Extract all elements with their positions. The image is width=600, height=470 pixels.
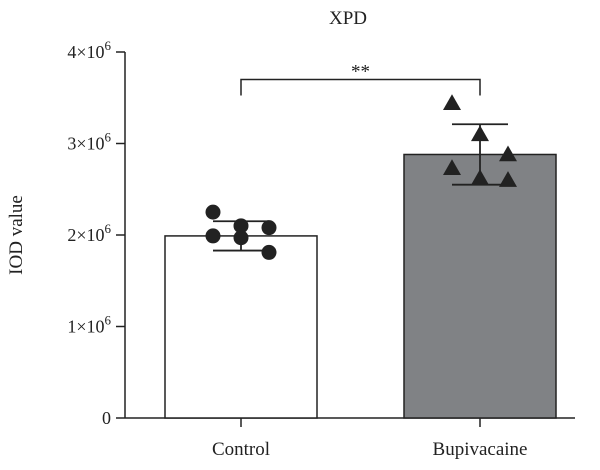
- data-point: [261, 220, 277, 236]
- y-tick-label: 4×106: [67, 38, 111, 62]
- y-tick-label: 0: [102, 408, 111, 428]
- data-point: [443, 159, 461, 175]
- significance-bracket: [240, 78, 481, 96]
- data-point: [205, 228, 221, 244]
- y-axis-label: IOD value: [6, 195, 27, 275]
- plot-area: 0 1×106 2×106 3×106 4×106 Control Bupivacaine *…: [67, 38, 575, 460]
- data-point: [205, 204, 221, 220]
- bar-control: [164, 235, 318, 419]
- significance-label: **: [351, 61, 370, 82]
- chart-title: XPD: [329, 8, 367, 29]
- y-tick-label: 3×106: [67, 130, 111, 154]
- data-point: [499, 145, 517, 162]
- data-point: [261, 244, 277, 260]
- data-point: [443, 94, 461, 110]
- y-tick-label: 2×106: [67, 221, 111, 245]
- y-tick-label: 1×106: [67, 313, 111, 337]
- data-point: [499, 171, 517, 187]
- x-tick-label: Bupivacaine: [433, 439, 528, 460]
- bar-bupivacaine: [403, 153, 557, 419]
- x-tick-label: Control: [212, 439, 270, 460]
